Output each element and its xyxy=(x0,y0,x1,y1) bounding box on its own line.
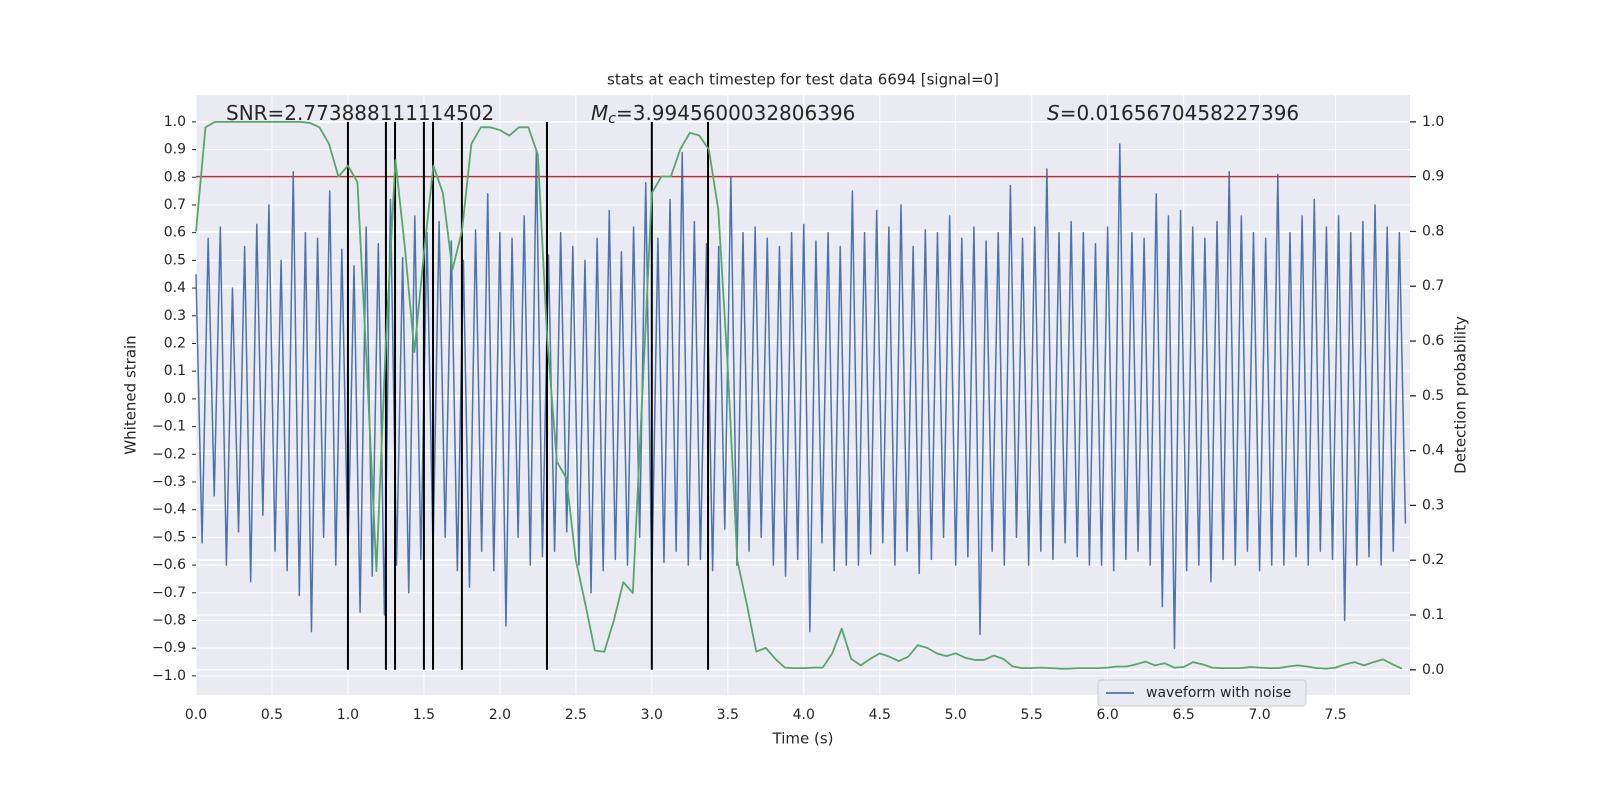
y2-tick-label: 0.6 xyxy=(1422,333,1444,349)
x-axis-label: Time (s) xyxy=(772,730,834,748)
x-tick-label: 4.0 xyxy=(793,707,815,723)
x-tick-label: 5.5 xyxy=(1021,707,1043,723)
x-tick-label: 3.5 xyxy=(717,707,739,723)
x-tick-label: 7.0 xyxy=(1248,707,1270,723)
y-tick-label: 0.3 xyxy=(164,308,186,324)
annotation-symbol: M xyxy=(591,101,608,125)
y2-axis-label: Detection probability xyxy=(1452,316,1470,474)
y-tick-label: 1.0 xyxy=(164,114,186,130)
y2-tick-label: 0.3 xyxy=(1422,497,1444,513)
x-tick-label: 6.5 xyxy=(1172,707,1194,723)
waveform-line xyxy=(195,143,1407,649)
y-axis-label: Whitened strain xyxy=(122,335,140,454)
y-tick-label: 0.4 xyxy=(164,280,186,296)
x-tick-label: 7.5 xyxy=(1324,707,1346,723)
plot-area xyxy=(196,95,1410,695)
annotation-text: =0.0165670458227396 xyxy=(1060,101,1299,125)
y-tick-label: 0.2 xyxy=(164,335,186,351)
x-tick-label: 3.0 xyxy=(641,707,663,723)
annotation-symbol: S xyxy=(1047,101,1060,125)
chart-title: stats at each timestep for test data 669… xyxy=(607,71,999,89)
y2-tick-label: 0.7 xyxy=(1422,278,1444,294)
y-tick-label: 0.8 xyxy=(164,169,186,185)
y2-tick-label: 0.0 xyxy=(1422,662,1444,678)
y-tick-label: −0.5 xyxy=(152,529,186,545)
annotation-text: =3.9945600032806396 xyxy=(616,101,855,125)
y-tick-label: −0.6 xyxy=(152,557,186,573)
legend-box xyxy=(1097,679,1307,707)
y2-tick-label: 1.0 xyxy=(1422,114,1444,130)
y-tick-label: 0.5 xyxy=(164,252,186,268)
legend: waveform with noise xyxy=(1097,679,1307,707)
x-tick-label: 0.0 xyxy=(185,707,207,723)
y-tick-label: −0.7 xyxy=(152,585,186,601)
y-tick-label: −0.9 xyxy=(152,640,186,656)
probability-line xyxy=(195,120,1403,670)
y2-tick-label: 0.2 xyxy=(1422,552,1444,568)
y-tick-label: 0.7 xyxy=(164,197,186,213)
legend-label: waveform with noise xyxy=(1146,685,1291,701)
x-tick-label: 1.0 xyxy=(337,707,359,723)
annotation-subscript: c xyxy=(608,111,616,127)
x-tick-label: 1.5 xyxy=(413,707,435,723)
x-tick-label: 2.5 xyxy=(565,707,587,723)
x-tick-label: 6.0 xyxy=(1097,707,1119,723)
x-tick-label: 2.0 xyxy=(489,707,511,723)
annotation: S=0.0165670458227396 xyxy=(1047,101,1299,125)
y2-tick-label: 0.5 xyxy=(1422,388,1444,404)
y2-tick-label: 0.9 xyxy=(1422,169,1444,185)
y2-tick-label: 0.8 xyxy=(1422,223,1444,239)
y-tick-label: 0.6 xyxy=(164,225,186,241)
y-tick-label: 0.9 xyxy=(164,142,186,158)
y-tick-label: −0.2 xyxy=(152,446,186,462)
data-layer xyxy=(195,120,1410,670)
x-tick-label: 5.0 xyxy=(945,707,967,723)
annotation: SNR=2.773888111114502 xyxy=(226,101,494,125)
y-tick-label: −0.1 xyxy=(152,419,186,435)
x-tick-label: 0.5 xyxy=(261,707,283,723)
y-tick-label: −1.0 xyxy=(152,668,186,684)
y-tick-label: −0.3 xyxy=(152,474,186,490)
y-tick-label: −0.4 xyxy=(152,502,186,518)
annotation: Mc=3.9945600032806396 xyxy=(591,101,855,128)
y-tick-label: −0.8 xyxy=(152,612,186,628)
y2-tick-label: 0.1 xyxy=(1422,607,1444,623)
y-tick-label: 0.0 xyxy=(164,391,186,407)
annotation-text: SNR=2.773888111114502 xyxy=(226,101,494,125)
y-tick-label: 0.1 xyxy=(164,363,186,379)
x-tick-label: 4.5 xyxy=(869,707,891,723)
y2-tick-label: 0.4 xyxy=(1422,443,1444,459)
